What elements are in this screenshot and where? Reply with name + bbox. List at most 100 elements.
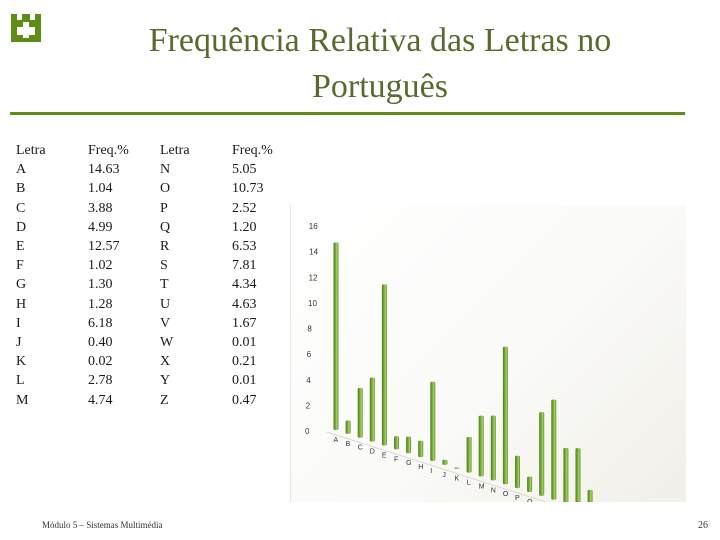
bar [430,381,436,461]
frequency-column-left: Freq.% 14.63 1.04 3.88 4.99 12.57 1.02 1.30 1.2… [88,141,129,410]
slide-title-line1: Frequência Relativa das Letras no [148,22,612,59]
bar [490,415,496,481]
frequency-bar-chart: 0246810121416ABCDEFGHIJKLMNOPQRSTUVWXYZ [290,205,686,540]
letter-cell: W [160,335,174,351]
letter-cell: Y [160,373,171,389]
y-tick-label: 8 [307,325,312,334]
frequency-cell: 14.63 [88,162,120,178]
x-tick-label: F [394,456,398,463]
slide-title-line2: Português [312,68,448,105]
frequency-cell: 7.81 [232,258,257,274]
x-tick-label: D [370,449,375,456]
frequency-cell: 0.01 [232,373,257,389]
x-tick-label: M [479,483,485,490]
column-header: Freq.% [88,143,129,158]
x-tick-label: O [503,491,509,498]
x-tick-label: E [382,452,387,459]
letter-cell: F [16,258,24,274]
bar [478,415,484,477]
bar [394,436,399,450]
frequency-cell: 1.28 [88,296,113,312]
letter-cell: I [16,315,21,331]
letter-cell: D [16,219,27,235]
y-tick-label: 10 [308,299,317,308]
x-tick-label: B [346,441,351,448]
x-tick-label: I [430,468,432,475]
letter-cell: S [160,258,168,274]
frequency-cell: 1.02 [88,258,113,274]
y-tick-label: 16 [309,222,318,231]
title-divider [10,112,685,115]
frequency-cell: 2.52 [232,200,257,216]
bar [502,346,508,485]
bar [345,420,351,434]
letter-cell: E [16,239,25,255]
x-tick-label: Q [527,499,533,502]
bar [527,476,533,492]
letter-cell: B [16,181,26,197]
letter-cell: Z [160,392,169,408]
letter-cell: X [160,354,171,370]
letter-cell: T [160,277,169,293]
y-tick-label: 4 [306,376,311,385]
column-header: Letra [16,143,46,158]
letter-cell: V [160,315,171,331]
y-tick-label: 14 [309,248,318,257]
frequency-cell: 1.20 [232,219,257,235]
x-tick-label: A [334,437,339,444]
bar [369,377,375,442]
bar [551,399,557,500]
letter-cell: M [16,392,29,408]
frequency-cell: 1.67 [232,315,257,331]
frequency-cell: 4.99 [88,219,113,235]
frequency-cell: 1.04 [88,181,113,197]
bar [563,447,569,504]
x-tick-label: H [418,464,423,471]
bar [575,448,581,508]
y-tick-label: 12 [309,273,318,282]
bar [442,459,448,465]
letter-cell: G [16,277,27,293]
frequency-cell: 6.53 [232,239,257,255]
x-tick-label: N [491,487,496,494]
letter-cell: P [160,200,168,216]
frequency-cell: 4.34 [232,277,257,293]
frequency-cell: 3.88 [88,200,113,216]
letter-cell: K [16,354,27,370]
frequency-cell: 0.47 [232,392,257,408]
letter-cell: R [160,239,170,255]
bar [454,467,460,469]
frequency-cell: 5.05 [232,162,257,178]
bar [515,455,520,489]
column-header: Freq.% [232,143,273,158]
letter-cell: J [16,335,22,351]
bar [357,388,363,438]
frequency-cell: 10.73 [232,181,264,197]
page-number: 26 [698,520,708,531]
frequency-cell: 4.74 [88,392,113,408]
letter-cell: U [160,296,171,312]
letter-cell: C [16,200,26,216]
letter-cell: O [160,181,171,197]
frequency-cell: 0.01 [232,335,257,351]
bar [466,436,472,473]
x-tick-label: K [455,476,460,483]
frequency-cell: 0.02 [88,354,113,370]
column-header: Letra [160,143,190,158]
chart-canvas: 0246810121416ABCDEFGHIJKLMNOPQRSTUVWXYZ [305,222,667,540]
bar [587,489,593,512]
letter-cell: N [160,162,171,178]
frequency-cell: 4.63 [232,296,257,312]
x-tick-label: C [358,445,363,452]
y-tick-label: 6 [307,350,312,359]
letter-cell: L [16,373,25,389]
frequency-cell: 2.78 [88,373,113,389]
y-tick-label: 2 [306,401,311,410]
x-tick-label: P [515,495,520,502]
frequency-cell: 6.18 [88,315,113,331]
frequency-cell: 1.30 [88,277,113,293]
letter-cell: A [16,162,27,178]
bar [418,440,424,458]
bar [539,412,545,496]
